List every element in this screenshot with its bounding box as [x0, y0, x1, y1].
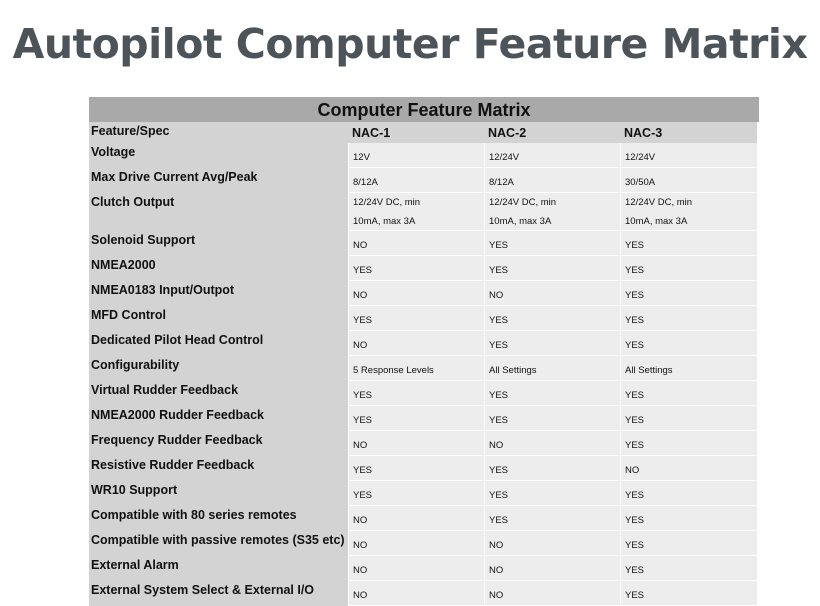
feature-label: Frequency Rudder Feedback: [89, 431, 348, 456]
feature-value: YES: [348, 381, 484, 406]
table-row: Max Drive Current Avg/Peak 8/12A 8/12A 30/5…: [89, 168, 759, 193]
feature-label: NMEA0183 Input/Outpot: [89, 281, 348, 306]
table-header-row: Feature/Spec NAC-1 NAC-2 NAC-3: [89, 122, 759, 143]
feature-value: NO: [348, 331, 484, 356]
feature-label: Compatible with 80 series remotes: [89, 506, 348, 531]
feature-label: MFD Control: [89, 306, 348, 331]
feature-value: YES: [484, 456, 620, 481]
feature-value: YES: [620, 331, 757, 356]
feature-label: Virtual Rudder Feedback: [89, 381, 348, 406]
feature-value: YES: [484, 331, 620, 356]
feature-value: 8/12A: [348, 168, 484, 193]
feature-value: 12/24V DC, min 10mA, max 3A: [484, 193, 620, 231]
table-row: Configurability 5 Response Levels All Sett…: [89, 356, 759, 381]
feature-label: External System Select & External I/O: [89, 581, 348, 606]
table-row: External System Select & External I/O NO N…: [89, 581, 759, 606]
feature-value: 12/24V: [620, 143, 757, 168]
feature-value: NO: [348, 506, 484, 531]
feature-value: YES: [348, 256, 484, 281]
feature-value: NO: [484, 556, 620, 581]
feature-value: YES: [620, 256, 757, 281]
feature-value: YES: [620, 381, 757, 406]
feature-value: 5 Response Levels: [348, 356, 484, 381]
feature-value: NO: [348, 556, 484, 581]
table-row: Compatible with passive remotes (S35 etc…: [89, 531, 759, 556]
feature-value: YES: [484, 231, 620, 256]
feature-value: YES: [348, 306, 484, 331]
feature-value: NO: [348, 431, 484, 456]
feature-value: All Settings: [620, 356, 757, 381]
feature-value: YES: [620, 531, 757, 556]
feature-label: Resistive Rudder Feedback: [89, 456, 348, 481]
column-header: NAC-1: [348, 122, 484, 143]
feature-value: YES: [348, 481, 484, 506]
table-row: WR10 Support YES YES YES: [89, 481, 759, 506]
feature-value: YES: [620, 481, 757, 506]
feature-label: Configurability: [89, 356, 348, 381]
feature-value: YES: [348, 406, 484, 431]
feature-label: NMEA2000 Rudder Feedback: [89, 406, 348, 431]
feature-value: YES: [620, 581, 757, 606]
feature-value: NO: [620, 456, 757, 481]
table-row: Dedicated Pilot Head Control NO YES YES: [89, 331, 759, 356]
feature-label: Clutch Output: [89, 193, 348, 231]
table-row: Resistive Rudder Feedback YES YES NO: [89, 456, 759, 481]
feature-value: 12V: [348, 143, 484, 168]
table-row: MFD Control YES YES YES: [89, 306, 759, 331]
feature-value: YES: [484, 481, 620, 506]
feature-value: 12/24V DC, min 10mA, max 3A: [620, 193, 757, 231]
feature-value: YES: [620, 306, 757, 331]
feature-value: YES: [620, 281, 757, 306]
feature-value: YES: [620, 231, 757, 256]
feature-value: NO: [348, 531, 484, 556]
table-row: Voltage 12V 12/24V 12/24V: [89, 143, 759, 168]
feature-value: YES: [620, 406, 757, 431]
feature-value: All Settings: [484, 356, 620, 381]
feature-value: NO: [484, 531, 620, 556]
feature-value: YES: [348, 456, 484, 481]
table-row: Virtual Rudder Feedback YES YES YES: [89, 381, 759, 406]
feature-label: NMEA2000: [89, 256, 348, 281]
feature-matrix-table: Computer Feature Matrix Feature/Spec NAC…: [89, 97, 759, 606]
feature-value: YES: [620, 556, 757, 581]
column-header: NAC-2: [484, 122, 620, 143]
table-row: External Alarm NO NO YES: [89, 556, 759, 581]
feature-value: YES: [620, 506, 757, 531]
table-row: NMEA2000 YES YES YES: [89, 256, 759, 281]
table-row: Frequency Rudder Feedback NO NO YES: [89, 431, 759, 456]
feature-value: NO: [348, 231, 484, 256]
feature-value: 12/24V DC, min 10mA, max 3A: [348, 193, 484, 231]
feature-label: WR10 Support: [89, 481, 348, 506]
feature-value: NO: [484, 281, 620, 306]
table-row: Compatible with 80 series remotes NO YES YE…: [89, 506, 759, 531]
feature-value: NO: [348, 281, 484, 306]
feature-label: Compatible with passive remotes (S35 etc…: [89, 531, 348, 556]
page-title: Autopilot Computer Feature Matrix: [12, 20, 808, 68]
column-header: NAC-3: [620, 122, 757, 143]
feature-value: 30/50A: [620, 168, 757, 193]
feature-value: YES: [484, 506, 620, 531]
feature-label: Solenoid Support: [89, 231, 348, 256]
table-row: NMEA2000 Rudder Feedback YES YES YES: [89, 406, 759, 431]
feature-value: 8/12A: [484, 168, 620, 193]
feature-label: Dedicated Pilot Head Control: [89, 331, 348, 356]
feature-value: NO: [348, 581, 484, 606]
feature-value: NO: [484, 581, 620, 606]
feature-value: YES: [620, 431, 757, 456]
table-row: Solenoid Support NO YES YES: [89, 231, 759, 256]
feature-value: YES: [484, 406, 620, 431]
feature-value: NO: [484, 431, 620, 456]
feature-label: Max Drive Current Avg/Peak: [89, 168, 348, 193]
feature-label: External Alarm: [89, 556, 348, 581]
feature-value: YES: [484, 381, 620, 406]
feature-label: Voltage: [89, 143, 348, 168]
table-title: Computer Feature Matrix: [89, 97, 759, 122]
table-row: NMEA0183 Input/Outpot NO NO YES: [89, 281, 759, 306]
feature-value: YES: [484, 256, 620, 281]
feature-value: 12/24V: [484, 143, 620, 168]
feature-value: YES: [484, 306, 620, 331]
table-row: Clutch Output 12/24V DC, min 10mA, max 3A…: [89, 193, 759, 231]
column-header: Feature/Spec: [89, 122, 348, 143]
